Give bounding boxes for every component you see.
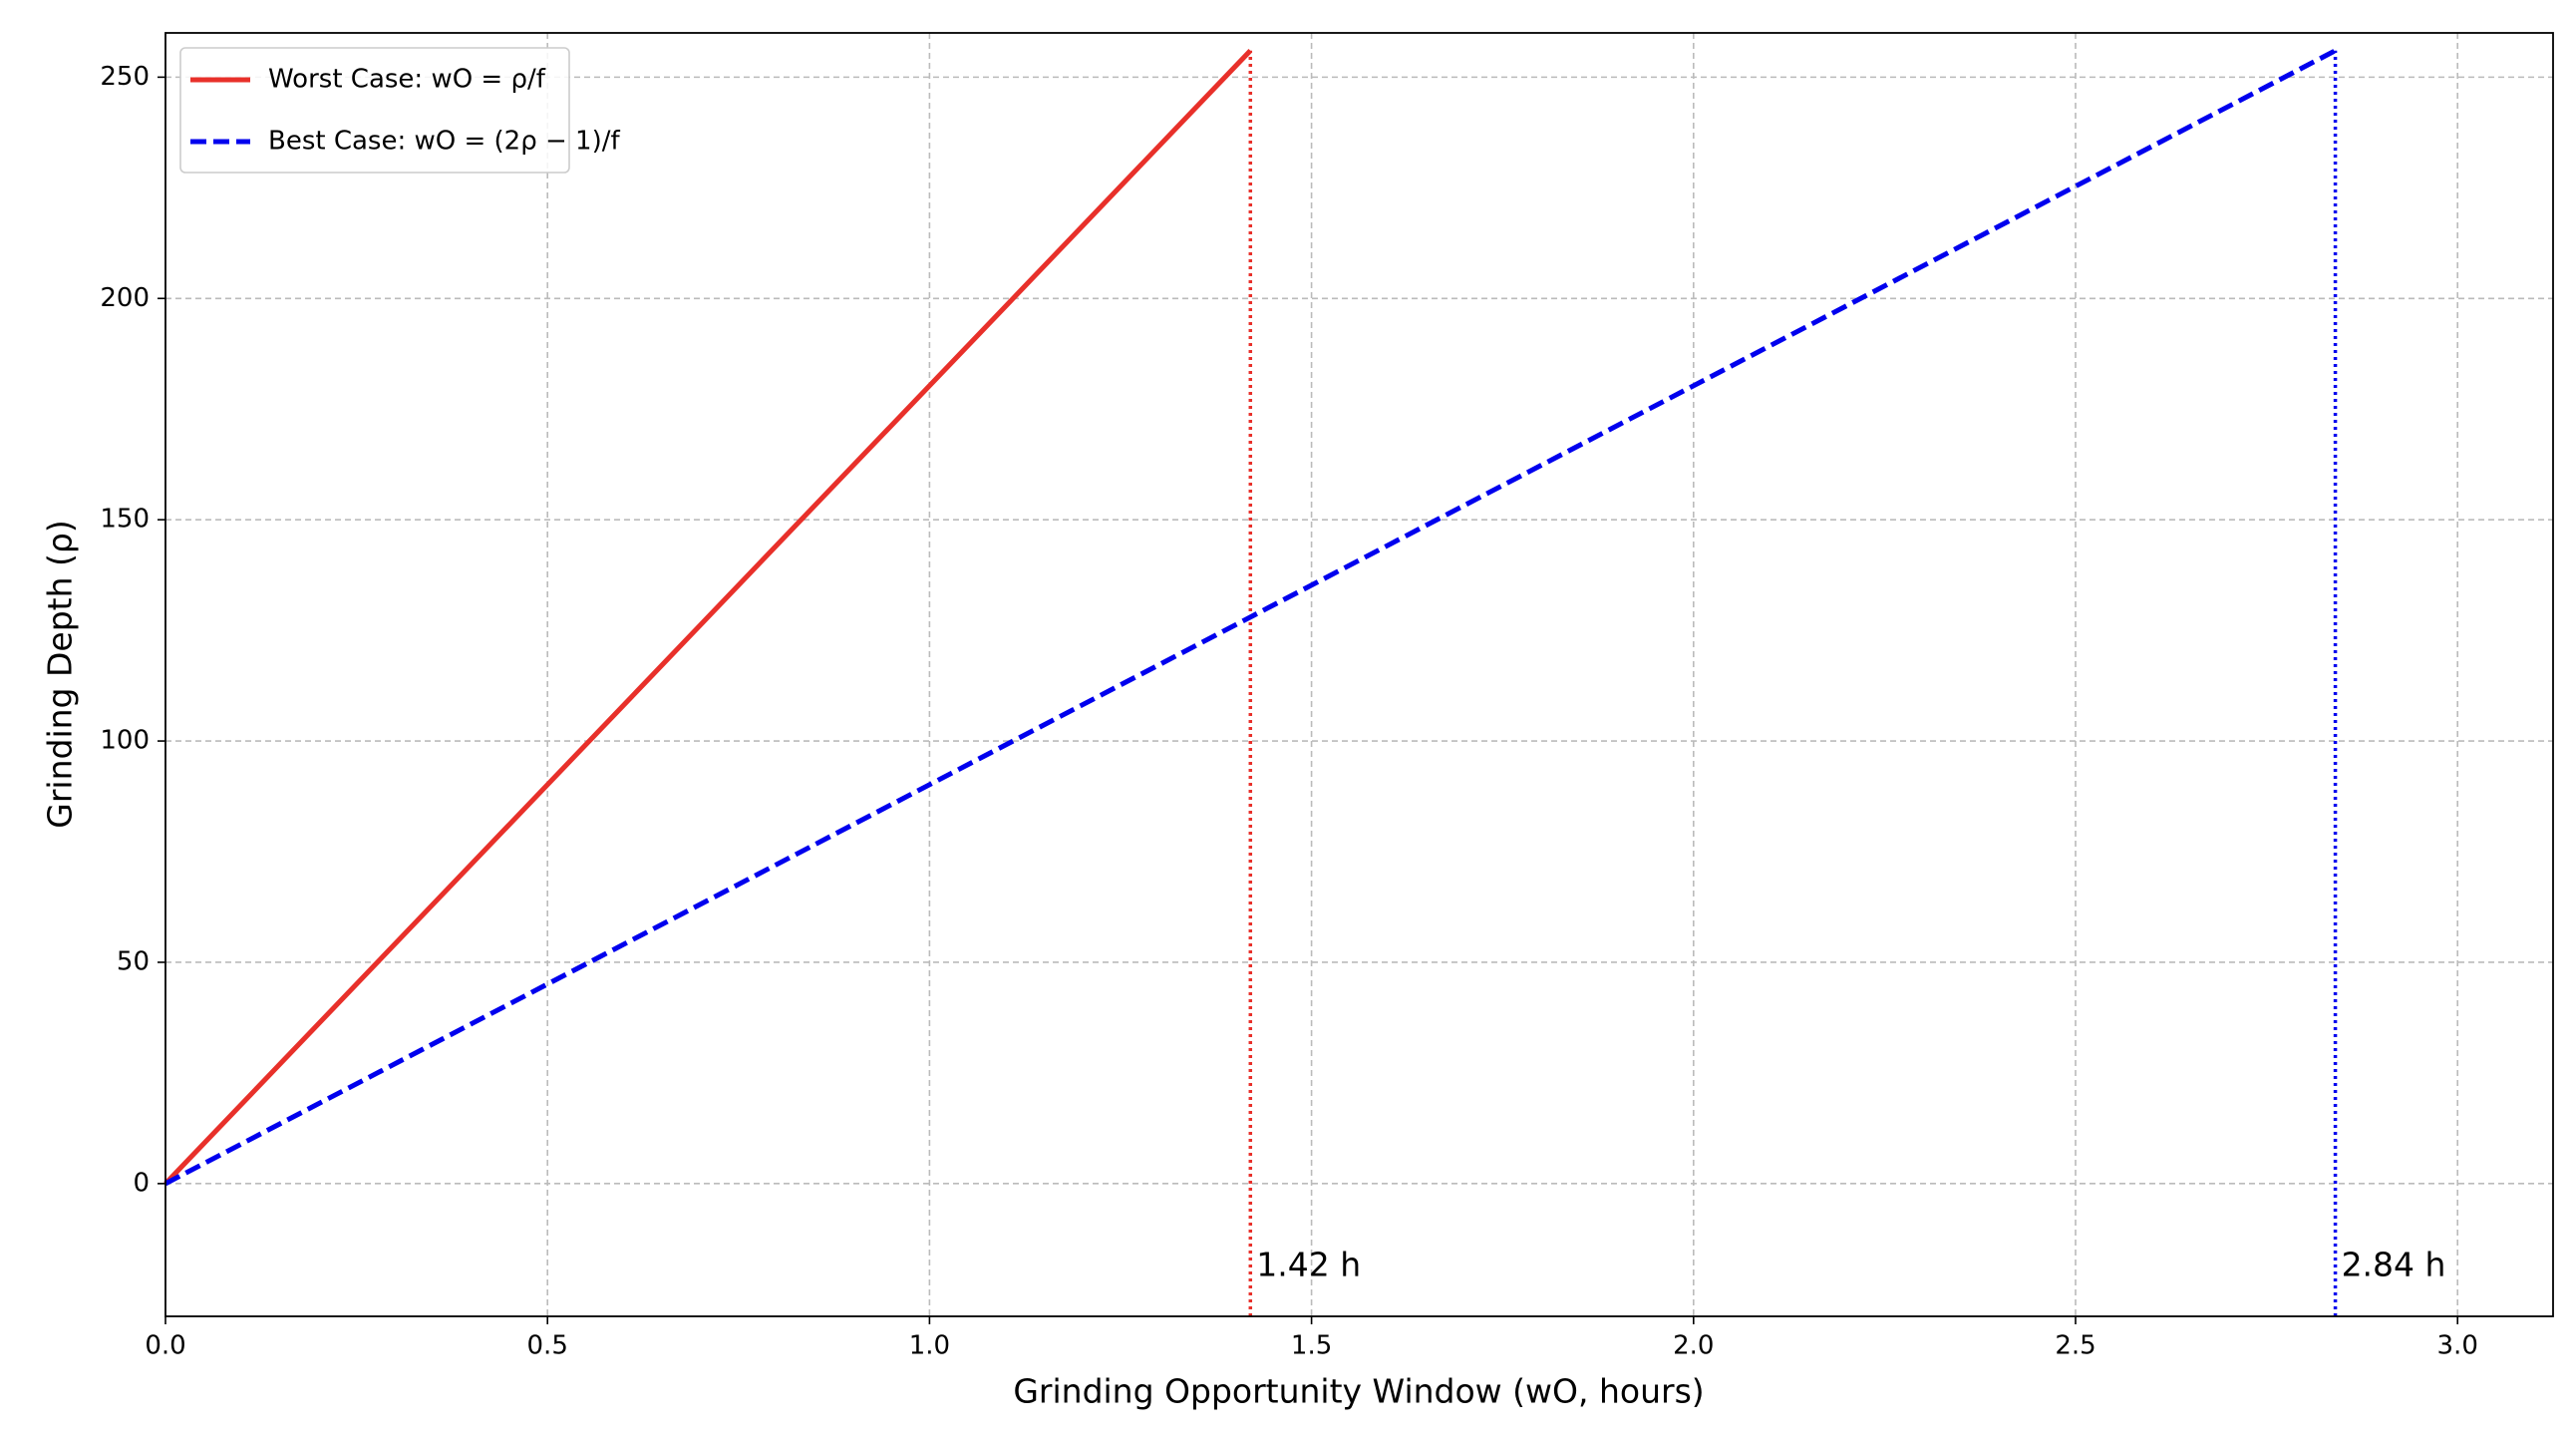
- series-line: [163, 48, 2337, 1187]
- y-tick-label: 0: [133, 1168, 150, 1198]
- y-axis-label: Grinding Depth (ρ): [41, 520, 80, 828]
- x-tick-label: 2.0: [1673, 1331, 1714, 1361]
- y-tick-label: 150: [100, 505, 150, 535]
- x-tick-label: 1.5: [1291, 1331, 1332, 1361]
- legend-label: Worst Case: wO = ρ/f: [268, 65, 546, 95]
- x-tick-label: 2.5: [2055, 1331, 2095, 1361]
- series-line: [163, 49, 1253, 1186]
- y-tick-label: 200: [100, 283, 150, 313]
- y-tick-label: 100: [100, 726, 150, 756]
- annotation: 2.84 h: [2342, 1246, 2446, 1284]
- x-tick-label: 1.0: [909, 1331, 950, 1361]
- legend-label: Best Case: wO = (2ρ − 1)/f: [268, 127, 620, 157]
- y-tick-label: 50: [117, 946, 150, 976]
- plot-frame: [164, 32, 2554, 1317]
- x-tick-label: 0.5: [527, 1331, 568, 1361]
- y-tick-label: 250: [100, 62, 150, 92]
- x-tick-label: 3.0: [2437, 1331, 2478, 1361]
- legend-box: [179, 47, 570, 174]
- x-tick-label: 0.0: [145, 1331, 185, 1361]
- annotation: 1.42 h: [1256, 1246, 1361, 1284]
- x-axis-label: Grinding Opportunity Window (wO, hours): [1013, 1372, 1704, 1411]
